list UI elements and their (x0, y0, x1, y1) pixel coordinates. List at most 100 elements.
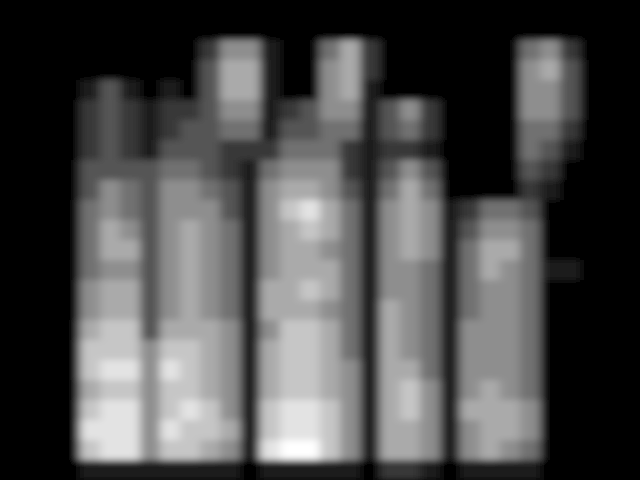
heatmap-cell (40, 60, 61, 81)
heatmap-cell (140, 160, 161, 181)
heatmap-cell (540, 200, 561, 221)
heatmap-cell (480, 180, 501, 201)
heatmap-cell (500, 220, 521, 241)
heatmap-cell (300, 100, 321, 121)
heatmap-cell (40, 320, 61, 341)
heatmap-cell (280, 100, 301, 121)
heatmap-cell (160, 420, 181, 441)
heatmap-cell (440, 100, 461, 121)
heatmap-cell (360, 460, 381, 480)
heatmap-cell (100, 220, 121, 241)
heatmap-cell (240, 340, 261, 361)
heatmap-cell (600, 380, 621, 401)
heatmap-cell (340, 340, 361, 361)
heatmap-cell (520, 320, 541, 341)
heatmap-cell (460, 200, 481, 221)
heatmap-cell (480, 300, 501, 321)
heatmap-cell (600, 260, 621, 281)
heatmap-cell (120, 400, 141, 421)
heatmap-cell (200, 280, 221, 301)
heatmap-cell (300, 240, 321, 261)
heatmap-cell (340, 140, 361, 161)
heatmap-cell (500, 120, 521, 141)
heatmap-cell (380, 60, 401, 81)
heatmap-cell (500, 380, 521, 401)
heatmap-cell (220, 460, 241, 480)
heatmap-cell (60, 100, 81, 121)
heatmap-cell (460, 460, 481, 480)
heatmap-cell (60, 360, 81, 381)
heatmap-cell (220, 420, 241, 441)
heatmap-cell (440, 320, 461, 341)
heatmap-cell (280, 80, 301, 101)
heatmap-cell (40, 120, 61, 141)
heatmap-cell (560, 120, 581, 141)
heatmap-cell (60, 380, 81, 401)
heatmap-cell (40, 220, 61, 241)
heatmap-cell (240, 120, 261, 141)
heatmap-cell (620, 300, 640, 321)
heatmap-cell (100, 400, 121, 421)
heatmap-cell (0, 320, 21, 341)
heatmap-cell (380, 180, 401, 201)
heatmap-cell (420, 300, 441, 321)
heatmap-cell (200, 340, 221, 361)
heatmap-cell (240, 460, 261, 480)
heatmap-cell (280, 280, 301, 301)
heatmap-cell (580, 20, 601, 41)
heatmap-cell (160, 320, 181, 341)
heatmap-cell (440, 40, 461, 61)
heatmap-cell (60, 120, 81, 141)
heatmap-cell (540, 220, 561, 241)
heatmap-cell (600, 80, 621, 101)
heatmap-cell (260, 300, 281, 321)
heatmap-cell (180, 420, 201, 441)
heatmap-cell (420, 220, 441, 241)
heatmap-cell (140, 360, 161, 381)
heatmap-cell (440, 400, 461, 421)
heatmap-cell (520, 240, 541, 261)
heatmap-cell (320, 180, 341, 201)
heatmap-cell (200, 240, 221, 261)
heatmap-cell (560, 320, 581, 341)
heatmap-cell (400, 440, 421, 461)
heatmap-cell (520, 440, 541, 461)
heatmap-cell (260, 260, 281, 281)
heatmap-cell (360, 220, 381, 241)
heatmap-cell (40, 20, 61, 41)
heatmap-cell (360, 100, 381, 121)
heatmap-cell (320, 120, 341, 141)
heatmap-cell (20, 300, 41, 321)
heatmap-cell (40, 360, 61, 381)
heatmap-cell (80, 100, 101, 121)
heatmap-cell (320, 100, 341, 121)
heatmap-cell (260, 140, 281, 161)
heatmap-cell (240, 440, 261, 461)
heatmap-cell (600, 340, 621, 361)
heatmap-cell (520, 380, 541, 401)
heatmap-cell (240, 380, 261, 401)
heatmap-cell (340, 60, 361, 81)
heatmap-cell (520, 60, 541, 81)
heatmap-cell (560, 140, 581, 161)
heatmap-cell (80, 20, 101, 41)
heatmap-cell (20, 460, 41, 480)
heatmap-cell (600, 440, 621, 461)
heatmap-cell (160, 200, 181, 221)
heatmap-cell (420, 160, 441, 181)
heatmap-cell (40, 400, 61, 421)
heatmap-cell (540, 420, 561, 441)
heatmap-cell (60, 400, 81, 421)
heatmap-cell (540, 80, 561, 101)
heatmap-cell (60, 80, 81, 101)
heatmap-cell (140, 60, 161, 81)
heatmap-cell (120, 220, 141, 241)
heatmap-cell (540, 60, 561, 81)
heatmap-cell (260, 380, 281, 401)
heatmap-cell (40, 240, 61, 261)
heatmap-cell (0, 120, 21, 141)
heatmap-cell (380, 280, 401, 301)
heatmap-cell (60, 20, 81, 41)
heatmap-cell (620, 120, 640, 141)
heatmap-cell (540, 140, 561, 161)
